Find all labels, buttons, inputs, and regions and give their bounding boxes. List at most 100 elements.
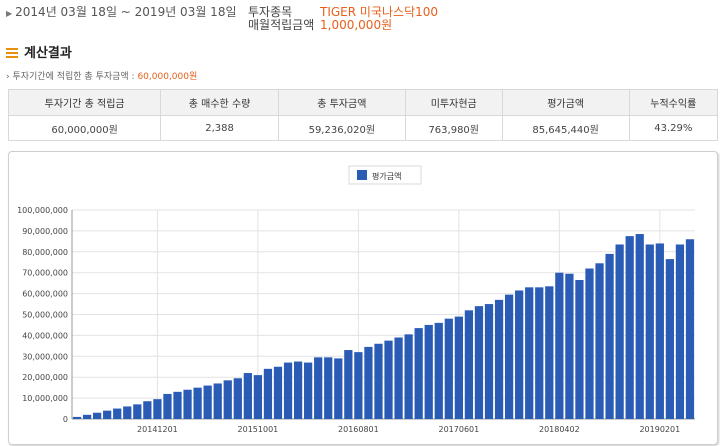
- y-tick-label: 0: [63, 415, 68, 424]
- y-tick-label: 90,000,000: [22, 227, 68, 236]
- x-tick-label: 20180402: [539, 425, 580, 434]
- chart-bar: [344, 350, 353, 419]
- legend-swatch: [357, 170, 367, 180]
- chart-bar: [595, 263, 604, 419]
- y-axis-ticks: 0 10,000,000 20,000,000 30,000,000 40,000,00…: [17, 206, 68, 424]
- chart-bar: [123, 406, 132, 419]
- chart-bar: [504, 294, 514, 419]
- x-axis-ticks: 20141201 20151001 20160801 20170601 20180402…: [137, 425, 680, 434]
- chart-bar: [394, 337, 403, 419]
- chart-bar: [253, 375, 263, 419]
- table-header-cell: 총 매수한 수량: [160, 89, 279, 116]
- chart-bar: [675, 244, 685, 419]
- amount-label: 매월적립금액: [248, 18, 315, 32]
- legend-label: 평가금액: [372, 171, 401, 181]
- note-label: 투자기간에 적립한 총 투자금액 :: [12, 72, 138, 82]
- chart-bar: [424, 324, 433, 419]
- table-row: 60,000,000원 2,388 59,236,020원 763,980원 8…: [7, 115, 719, 141]
- chart-bar: [374, 343, 383, 419]
- chart-bar: [293, 361, 303, 419]
- table-header-cell: 미투자현금: [404, 89, 503, 116]
- chart-bar: [404, 334, 413, 419]
- x-tick-label: 20151001: [238, 425, 279, 434]
- note-value: 60,000,000원: [137, 72, 198, 82]
- chart-bar: [364, 346, 373, 419]
- chart-bar: [113, 408, 122, 419]
- chart-bar: [314, 357, 323, 419]
- period-text: ▶ 2014년 03월 18일 ~ 2019년 03월 18일: [6, 3, 237, 20]
- y-tick-label: 40,000,000: [22, 331, 68, 340]
- y-tick-label: 20,000,000: [22, 373, 68, 382]
- amount-value: 1,000,000원: [320, 18, 393, 32]
- chart-bar: [173, 391, 182, 419]
- chart-bar: [585, 268, 594, 419]
- table-cell: 763,980원: [404, 115, 503, 141]
- chart-bar: [103, 410, 112, 419]
- x-tick-label: 20141201: [137, 425, 178, 434]
- chart-bar: [263, 368, 273, 419]
- table-header-cell: 총 투자금액: [277, 89, 406, 116]
- chart-bar: [243, 373, 252, 419]
- chart-bar: [444, 318, 453, 419]
- total-investment-note: › 투자기간에 적립한 총 투자금액 : 60,000,000원: [6, 72, 198, 82]
- stock-value: TIGER 미국나스닥100: [320, 5, 439, 19]
- chart-bar: [545, 286, 554, 419]
- chart-bar: [625, 236, 634, 419]
- chart-bar: [213, 383, 222, 419]
- table-cell: 43.29%: [628, 115, 719, 141]
- chart-panel: 0 10,000,000 20,000,000 30,000,000 40,000,00…: [8, 151, 718, 445]
- table-header-cell: 누적수익률: [628, 89, 719, 116]
- chart-bar: [605, 253, 614, 419]
- chart-bar: [82, 414, 92, 419]
- chart-bar: [354, 352, 363, 419]
- chart-bar: [474, 306, 484, 419]
- chart-bar: [324, 357, 333, 419]
- chart-legend: 평가금액: [348, 165, 422, 185]
- chart-bar: [645, 244, 654, 419]
- y-tick-label: 30,000,000: [22, 352, 68, 361]
- chart-bar: [283, 362, 293, 419]
- chart-bar: [575, 280, 584, 419]
- x-tick-label: 20170601: [439, 425, 480, 434]
- table-cell: 59,236,020원: [277, 115, 406, 141]
- chart-bar: [72, 416, 82, 419]
- table-cell: 60,000,000원: [7, 115, 162, 141]
- chart-bar: [193, 387, 202, 419]
- chart-bar: [464, 310, 474, 419]
- chart-bar: [454, 316, 463, 419]
- chart-bar: [163, 393, 172, 419]
- chart-bar: [665, 259, 674, 419]
- chart-bar: [233, 378, 242, 419]
- chart-bar: [133, 404, 142, 419]
- chart-bar: [535, 287, 544, 419]
- result-table: 투자기간 총 적립금 총 매수한 수량 총 투자금액 미투자현금 평가금액 누적…: [7, 89, 719, 141]
- chart-bar: [384, 340, 393, 419]
- summary-header: ▶ 2014년 03월 18일 ~ 2019년 03월 18일 투자종목 매월적립…: [0, 0, 720, 34]
- chart-bar: [153, 399, 162, 419]
- y-tick-label: 50,000,000: [22, 311, 68, 320]
- chart-bar: [635, 234, 644, 419]
- table-cell: 2,388: [160, 115, 279, 141]
- chart-bar: [685, 239, 695, 419]
- y-tick-label: 60,000,000: [22, 290, 68, 299]
- chart-bar: [655, 243, 664, 419]
- x-tick-label: 20160801: [338, 425, 379, 434]
- y-tick-label: 100,000,000: [17, 206, 68, 215]
- valuation-bar-chart: 0 10,000,000 20,000,000 30,000,000 40,000,00…: [17, 165, 695, 434]
- section-title-text: 계산결과: [24, 46, 72, 61]
- chart-bar: [143, 401, 152, 419]
- chart-bar: [203, 385, 212, 419]
- x-tick-label: 20190201: [639, 425, 680, 434]
- chart-bar: [223, 380, 232, 419]
- chart-bar: [615, 244, 624, 419]
- table-header-cell: 투자기간 총 적립금: [7, 89, 162, 116]
- chart-bar: [484, 304, 494, 419]
- chart-bar: [414, 328, 423, 419]
- chart-bar: [273, 366, 283, 419]
- y-tick-label: 70,000,000: [22, 269, 68, 278]
- y-tick-label: 10,000,000: [22, 394, 68, 403]
- chart-bar: [93, 412, 102, 419]
- chart-bar: [434, 322, 443, 419]
- bullet-arrow-icon: ▶: [6, 9, 13, 18]
- stock-label: 투자종목: [248, 5, 293, 19]
